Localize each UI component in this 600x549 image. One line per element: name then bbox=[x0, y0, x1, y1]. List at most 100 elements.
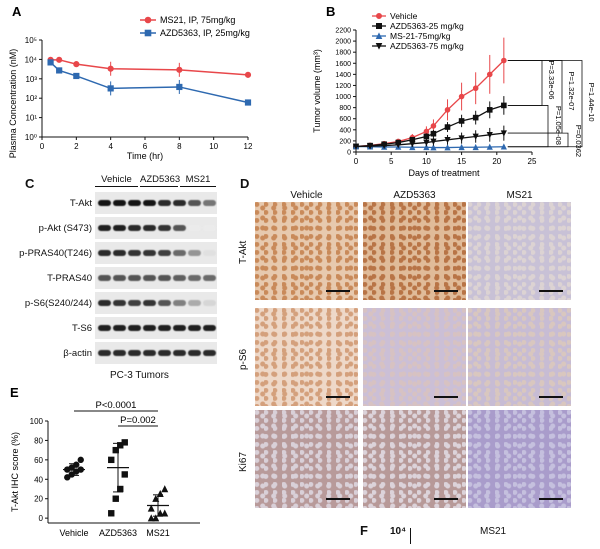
blot-band bbox=[98, 275, 111, 281]
scale-bar bbox=[539, 290, 563, 292]
blot-strip bbox=[95, 292, 217, 314]
data-point bbox=[107, 65, 114, 72]
blot-band bbox=[113, 250, 126, 256]
x-tick-label: 5 bbox=[389, 157, 394, 166]
data-point bbox=[147, 514, 155, 522]
chart-b: B020040060080010001200140016001800200022… bbox=[312, 4, 596, 178]
data-point bbox=[472, 133, 479, 140]
ihc-row-label: Ki67 bbox=[238, 451, 249, 472]
x-tick-label: 15 bbox=[457, 157, 466, 166]
data-point bbox=[77, 456, 84, 464]
panel-label-f: F bbox=[360, 523, 368, 538]
blot-band bbox=[173, 250, 186, 256]
blot-band bbox=[143, 250, 156, 256]
blot-band bbox=[113, 350, 126, 356]
data-point bbox=[458, 143, 465, 151]
data-point bbox=[107, 85, 114, 92]
y-tick-label: 2000 bbox=[335, 39, 351, 46]
x-tick-label: 4 bbox=[108, 142, 113, 151]
data-point bbox=[458, 135, 465, 142]
blot-band bbox=[128, 200, 141, 206]
legend-marker bbox=[375, 43, 383, 50]
blot-group-header: AZD5363 bbox=[140, 174, 181, 187]
x-tick-label: 8 bbox=[177, 142, 182, 151]
data-point bbox=[152, 494, 160, 502]
data-point bbox=[73, 61, 80, 68]
data-point bbox=[152, 514, 160, 522]
data-point bbox=[409, 140, 416, 148]
data-point bbox=[486, 107, 493, 113]
blot-band bbox=[158, 325, 171, 331]
panel-b: B 0 200 400 600 800 1000 1200 1400 1600 1800 2000 22… bbox=[300, 0, 600, 190]
ihc-image bbox=[255, 410, 358, 508]
data-point bbox=[352, 143, 360, 150]
ihc-column-label: AZD5363 bbox=[393, 190, 436, 201]
blot-band bbox=[128, 250, 141, 256]
y-tick-label: 200 bbox=[339, 138, 351, 145]
x-tick-label: Vehicle bbox=[59, 528, 88, 538]
blot-band bbox=[98, 350, 111, 356]
y-axis-label: Tumor volume (mm³) bbox=[312, 49, 322, 133]
blot-band bbox=[113, 200, 126, 206]
data-point bbox=[423, 128, 430, 135]
blot-band bbox=[173, 300, 186, 306]
blot-band bbox=[113, 275, 126, 281]
y-tick-label: 1800 bbox=[335, 50, 351, 57]
data-point bbox=[108, 510, 115, 517]
series-line bbox=[50, 61, 249, 104]
ihc-image bbox=[363, 410, 466, 508]
data-point bbox=[500, 130, 507, 137]
blot-band bbox=[98, 325, 111, 331]
blot-band bbox=[158, 350, 171, 356]
data-point bbox=[176, 83, 183, 91]
ihc-image bbox=[255, 202, 358, 300]
blot-band bbox=[173, 275, 186, 281]
blot-band bbox=[188, 350, 201, 356]
series-line bbox=[355, 145, 504, 149]
panel-label-a: A bbox=[12, 4, 22, 19]
x-axis-label: Days of treatment bbox=[408, 168, 480, 178]
y-tick-label: 10¹ bbox=[25, 114, 37, 123]
blot-row-label: p-S6(S240/244) bbox=[24, 298, 92, 309]
blot-row-label: β-actin bbox=[63, 348, 92, 359]
data-point bbox=[458, 118, 465, 124]
blot-band bbox=[203, 250, 216, 256]
data-point bbox=[423, 143, 430, 151]
panel-label-c: C bbox=[25, 176, 35, 191]
data-point bbox=[47, 59, 54, 66]
blot-row-label: T-S6 bbox=[71, 323, 92, 334]
p-value-label: P=3.33e-06 bbox=[547, 60, 556, 99]
x-tick-label: 10 bbox=[422, 157, 431, 166]
data-point bbox=[395, 141, 402, 149]
blot-band bbox=[158, 275, 171, 281]
data-point bbox=[444, 144, 451, 151]
scale-bar bbox=[434, 290, 458, 292]
blot-row-label: T-PRAS40 bbox=[47, 273, 92, 284]
scale-bar bbox=[326, 290, 350, 292]
blot-band bbox=[188, 200, 201, 206]
data-point bbox=[500, 143, 507, 150]
data-point bbox=[56, 56, 63, 63]
y-tick-label: 2200 bbox=[335, 28, 351, 35]
panel-e: E 0 20 40 60 80 100 Vehicle AZD5363 MS21 T-Akt IHC… bbox=[0, 383, 232, 544]
blot-strip bbox=[95, 217, 217, 239]
scale-bar bbox=[539, 498, 563, 500]
series-line bbox=[355, 60, 505, 148]
y-axis-label: Plasma Concentration (nM) bbox=[8, 49, 18, 159]
blot-band bbox=[143, 225, 156, 231]
y-tick-label: 10⁰ bbox=[25, 133, 37, 142]
y-tick-label: 40 bbox=[34, 475, 43, 484]
blot-row-label: p-Akt (S473) bbox=[38, 223, 92, 234]
y-tick-label: 1000 bbox=[335, 94, 351, 101]
y-tick-label: 80 bbox=[34, 436, 43, 445]
scale-bar bbox=[326, 396, 350, 398]
x-tick-label: 10 bbox=[209, 142, 218, 151]
blot-band bbox=[158, 250, 171, 256]
blot-band bbox=[158, 200, 171, 206]
legend-label: AZD5363-25 mg/kg bbox=[390, 21, 464, 31]
y-axis-label: T-Akt IHC score (%) bbox=[10, 432, 20, 512]
significance-bracket bbox=[507, 105, 549, 148]
blot-band bbox=[128, 300, 141, 306]
chart-a: A 10⁰ 10¹ 10² 10³ 10⁴ 10⁵ 0 2 4 6 8 10 12 Time (hr) Pla… bbox=[8, 4, 253, 161]
data-point bbox=[501, 102, 507, 109]
